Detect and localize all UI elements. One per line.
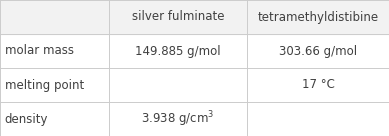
Bar	[0, 0, 389, 34]
Text: molar mass: molar mass	[5, 44, 74, 58]
Text: melting point: melting point	[5, 78, 84, 92]
Text: silver fulminate: silver fulminate	[132, 10, 224, 24]
Text: 3.938 g/cm$^3$: 3.938 g/cm$^3$	[141, 109, 215, 129]
Text: 17 °C: 17 °C	[301, 78, 335, 92]
Text: tetramethyldistibine: tetramethyldistibine	[258, 10, 378, 24]
Text: 303.66 g/mol: 303.66 g/mol	[279, 44, 357, 58]
Text: density: density	[5, 112, 48, 126]
Text: 149.885 g/mol: 149.885 g/mol	[135, 44, 221, 58]
